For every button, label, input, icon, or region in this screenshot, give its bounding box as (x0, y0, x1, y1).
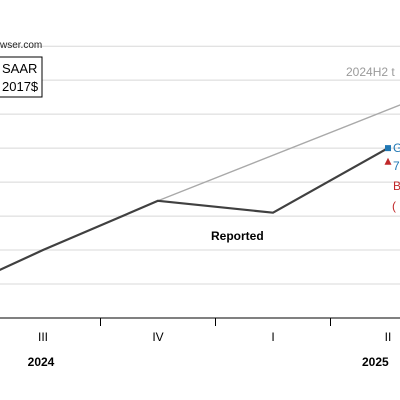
series-line-2024h2-t (157, 104, 400, 202)
legend-box (0, 56, 43, 98)
series-lines (0, 104, 400, 272)
legend-line-2: 2017$ (2, 79, 39, 94)
x-ticks (100, 318, 331, 326)
year-label-2025: 2025 (362, 355, 389, 369)
red-marker-paren: ( (392, 199, 396, 213)
grid-lines (0, 45, 400, 285)
series-line-reported (0, 147, 389, 272)
x-tick-labels: III IV I II (38, 330, 391, 344)
year-label-2024: 2024 (28, 355, 55, 369)
source-text: wser.com (0, 40, 42, 51)
legend-line-1: SAAR (2, 61, 37, 76)
blue-marker-value: 7 (393, 159, 400, 173)
x-tick-label-III: III (38, 330, 48, 344)
x-tick-label-I: I (271, 330, 274, 344)
series-label-reported: Reported (211, 229, 264, 243)
blue-square-marker (385, 145, 391, 152)
year-labels: 2024 2025 (28, 355, 389, 369)
trend-label: 2024H2 t (346, 65, 395, 79)
x-tick-label-IV: IV (152, 330, 163, 344)
red-triangle-marker (384, 157, 392, 165)
blue-marker-label: G (393, 141, 400, 155)
x-tick-label-II: II (385, 330, 392, 344)
markers (384, 145, 392, 165)
red-marker-label: B (393, 179, 400, 193)
